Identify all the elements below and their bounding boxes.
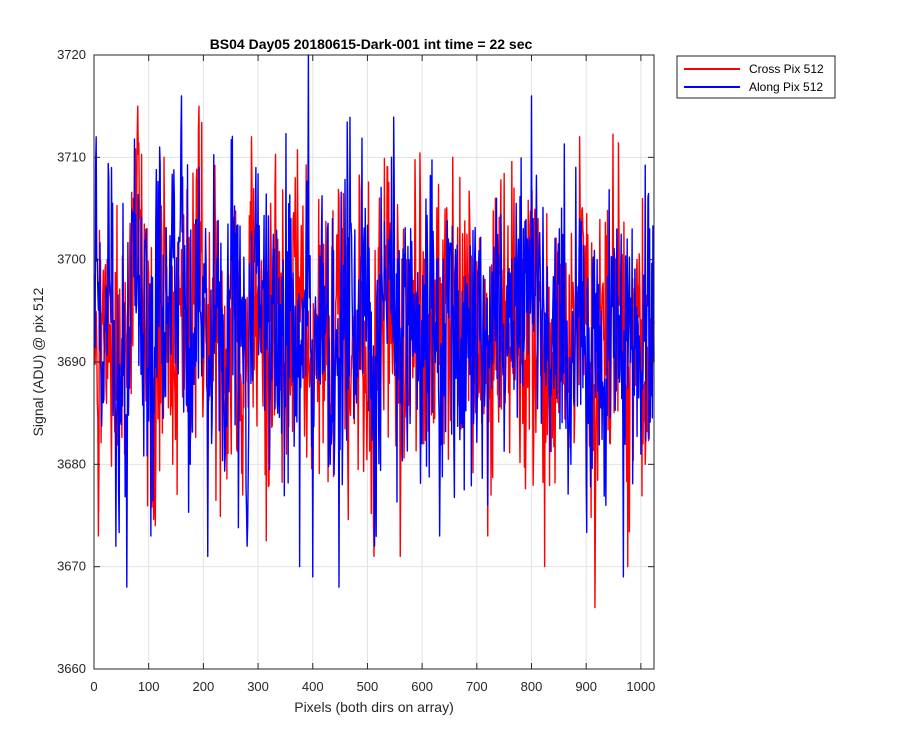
y-tick-label: 3680 — [57, 456, 86, 471]
x-tick-label: 400 — [302, 679, 324, 694]
y-tick-label: 3710 — [57, 149, 86, 164]
y-tick-label: 3690 — [57, 354, 86, 369]
x-tick-label: 1000 — [626, 679, 655, 694]
x-tick-label: 800 — [521, 679, 543, 694]
y-tick-label: 3660 — [57, 661, 86, 676]
x-axis: 0 100 200 300 400 500 600 700 800 900 1000 — [90, 55, 655, 694]
x-axis-title: Pixels (both dirs on array) — [294, 699, 454, 715]
y-tick-label: 3700 — [57, 252, 86, 267]
x-tick-label: 700 — [466, 679, 488, 694]
x-tick-label: 500 — [357, 679, 379, 694]
y-tick-label: 3670 — [57, 559, 86, 574]
x-tick-label: 100 — [138, 679, 160, 694]
y-axis: 3660 3670 3680 3690 3700 3710 3720 — [57, 47, 654, 676]
legend-label-along: Along Pix 512 — [749, 80, 823, 94]
legend-box — [676, 55, 836, 99]
x-tick-label: 600 — [411, 679, 433, 694]
y-tick-label: 3720 — [57, 47, 86, 62]
x-tick-label: 300 — [247, 679, 269, 694]
x-tick-label: 900 — [575, 679, 597, 694]
series-line-along — [93, 54, 655, 588]
legend: Cross Pix 512 Along Pix 512 — [676, 55, 836, 99]
y-axis-title: Signal (ADU) @ pix 512 — [30, 287, 46, 436]
x-tick-label: 0 — [90, 679, 97, 694]
x-tick-label: 200 — [193, 679, 215, 694]
chart-title: BS04 Day05 20180615-Dark-001 int time = … — [210, 36, 533, 52]
series-layer — [93, 54, 655, 609]
legend-label-cross: Cross Pix 512 — [749, 62, 824, 76]
